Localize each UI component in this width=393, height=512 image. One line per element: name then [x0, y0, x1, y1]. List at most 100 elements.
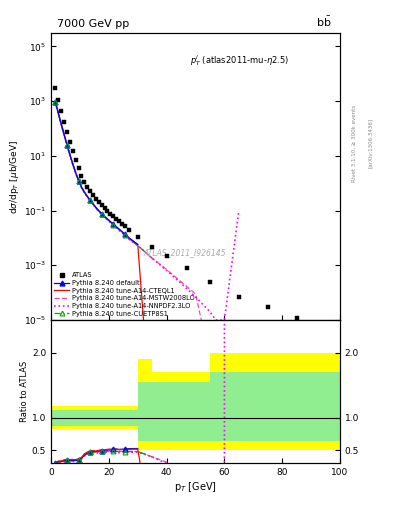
Pythia 8.240 tune-CUETP8S1: [62, 132, 66, 138]
Line: Pythia 8.240 tune-A14-MSTW2008LO: Pythia 8.240 tune-A14-MSTW2008LO: [55, 103, 201, 320]
Pythia 8.240 tune-A14-NNPDF2.3LO: [237, 207, 241, 214]
Pythia 8.240 tune-A14-NNPDF2.3LO: [164, 267, 169, 273]
Pythia 8.240 tune-CUETP8S1: [53, 99, 58, 105]
Pythia 8.240 tune-A14-CTEQL1: [96, 207, 101, 214]
Pythia 8.240 tune-A14-NNPDF2.3LO: [222, 317, 227, 323]
Pythia 8.240 default: [62, 132, 66, 138]
Pythia 8.240 tune-A14-NNPDF2.3LO: [82, 189, 87, 196]
Pythia 8.240 tune-A14-NNPDF2.3LO: [70, 161, 75, 167]
Pythia 8.240 tune-A14-MSTW2008LO: [56, 111, 61, 117]
Pythia 8.240 tune-A14-NNPDF2.3LO: [68, 152, 72, 158]
Pythia 8.240 tune-A14-NNPDF2.3LO: [94, 205, 98, 211]
Pythia 8.240 tune-A14-CTEQL1: [111, 221, 116, 227]
ATLAS: [94, 196, 98, 202]
Pythia 8.240 tune-A14-MSTW2008LO: [94, 205, 98, 211]
ATLAS: [237, 294, 241, 300]
Pythia 8.240 tune-A14-MSTW2008LO: [179, 279, 184, 285]
Pythia 8.240 default: [114, 223, 118, 229]
Pythia 8.240 tune-A14-MSTW2008LO: [199, 317, 204, 323]
Pythia 8.240 tune-A14-CTEQL1: [68, 151, 72, 157]
Pythia 8.240 tune-A14-CTEQL1: [117, 226, 121, 232]
Pythia 8.240 tune-CUETP8S1: [76, 178, 81, 184]
Pythia 8.240 tune-A14-CTEQL1: [102, 213, 107, 219]
Pythia 8.240 tune-A14-NNPDF2.3LO: [56, 111, 61, 117]
Pythia 8.240 tune-A14-NNPDF2.3LO: [59, 121, 64, 127]
ATLAS: [79, 173, 84, 179]
Pythia 8.240 tune-A14-CTEQL1: [88, 197, 92, 203]
Pythia 8.240 tune-A14-CTEQL1: [114, 223, 118, 229]
Pythia 8.240 default: [111, 221, 116, 227]
Text: [arXiv:1306.3436]: [arXiv:1306.3436]: [367, 118, 373, 168]
Pythia 8.240 tune-CUETP8S1: [108, 219, 113, 225]
ATLAS: [184, 265, 189, 271]
Text: 7000 GeV pp: 7000 GeV pp: [57, 19, 129, 29]
Line: Pythia 8.240 tune-CUETP8S1: Pythia 8.240 tune-CUETP8S1: [55, 102, 152, 258]
X-axis label: p$_T$ [GeV]: p$_T$ [GeV]: [174, 480, 217, 494]
Pythia 8.240 tune-A14-CTEQL1: [85, 193, 90, 199]
ATLAS: [150, 244, 154, 250]
ATLAS: [111, 213, 116, 219]
Pythia 8.240 tune-A14-MSTW2008LO: [96, 208, 101, 214]
Line: Pythia 8.240 tune-A14-CTEQL1: Pythia 8.240 tune-A14-CTEQL1: [55, 102, 143, 320]
Pythia 8.240 tune-A14-NNPDF2.3LO: [105, 217, 110, 223]
Pythia 8.240 tune-CUETP8S1: [59, 121, 64, 127]
ATLAS: [96, 199, 101, 205]
ATLAS: [59, 108, 64, 114]
Pythia 8.240 tune-A14-CTEQL1: [141, 317, 146, 323]
Pythia 8.240 tune-A14-CTEQL1: [82, 188, 87, 195]
Pythia 8.240 tune-A14-MSTW2008LO: [111, 222, 116, 228]
ATLAS: [119, 221, 124, 227]
Pythia 8.240 default: [99, 210, 104, 217]
Line: ATLAS: ATLAS: [53, 86, 299, 321]
Line: Pythia 8.240 default: Pythia 8.240 default: [55, 102, 138, 244]
Pythia 8.240 default: [76, 178, 81, 184]
Pythia 8.240 default: [122, 231, 127, 237]
Pythia 8.240 tune-CUETP8S1: [70, 161, 75, 167]
Pythia 8.240 tune-A14-NNPDF2.3LO: [62, 132, 66, 138]
ATLAS: [53, 85, 58, 91]
Pythia 8.240 default: [108, 219, 113, 225]
Pythia 8.240 tune-A14-MSTW2008LO: [88, 198, 92, 204]
Pythia 8.240 tune-A14-NNPDF2.3LO: [53, 100, 58, 106]
Pythia 8.240 tune-A14-MSTW2008LO: [127, 236, 131, 242]
Pythia 8.240 tune-A14-NNPDF2.3LO: [179, 280, 184, 286]
Pythia 8.240 tune-A14-CTEQL1: [73, 169, 78, 175]
Pythia 8.240 tune-CUETP8S1: [64, 142, 69, 148]
Pythia 8.240 tune-A14-MSTW2008LO: [164, 266, 169, 272]
ATLAS: [73, 157, 78, 163]
ATLAS: [91, 192, 95, 198]
Pythia 8.240 tune-CUETP8S1: [127, 236, 131, 242]
Pythia 8.240 tune-A14-MSTW2008LO: [82, 189, 87, 196]
ATLAS: [114, 216, 118, 222]
Pythia 8.240 tune-A14-MSTW2008LO: [117, 227, 121, 233]
Pythia 8.240 tune-A14-CTEQL1: [64, 141, 69, 147]
Text: ATLAS_2011_I926145: ATLAS_2011_I926145: [143, 248, 226, 257]
ATLAS: [208, 279, 212, 285]
Pythia 8.240 tune-CUETP8S1: [94, 205, 98, 211]
ATLAS: [136, 233, 140, 240]
Pythia 8.240 default: [70, 161, 75, 167]
Pythia 8.240 tune-A14-NNPDF2.3LO: [111, 222, 116, 228]
Pythia 8.240 tune-A14-CTEQL1: [108, 218, 113, 224]
Pythia 8.240 tune-A14-NNPDF2.3LO: [96, 208, 101, 215]
ATLAS: [68, 139, 72, 145]
Pythia 8.240 tune-CUETP8S1: [85, 194, 90, 200]
Pythia 8.240 tune-CUETP8S1: [111, 222, 116, 228]
ATLAS: [122, 223, 127, 229]
Pythia 8.240 tune-CUETP8S1: [88, 197, 92, 203]
Pythia 8.240 tune-A14-NNPDF2.3LO: [193, 294, 198, 300]
ATLAS: [105, 208, 110, 214]
Pythia 8.240 default: [82, 189, 87, 195]
Pythia 8.240 tune-A14-MSTW2008LO: [59, 121, 64, 127]
Pythia 8.240 tune-A14-CTEQL1: [70, 160, 75, 166]
Pythia 8.240 default: [64, 142, 69, 148]
ATLAS: [76, 165, 81, 172]
Pythia 8.240 tune-A14-MSTW2008LO: [76, 178, 81, 184]
ATLAS: [102, 205, 107, 211]
Pythia 8.240 tune-CUETP8S1: [68, 152, 72, 158]
Pythia 8.240 tune-CUETP8S1: [79, 184, 84, 190]
Pythia 8.240 tune-A14-CTEQL1: [91, 201, 95, 207]
Pythia 8.240 tune-CUETP8S1: [73, 170, 78, 176]
Pythia 8.240 tune-A14-NNPDF2.3LO: [122, 232, 127, 238]
Pythia 8.240 tune-A14-CTEQL1: [62, 131, 66, 137]
